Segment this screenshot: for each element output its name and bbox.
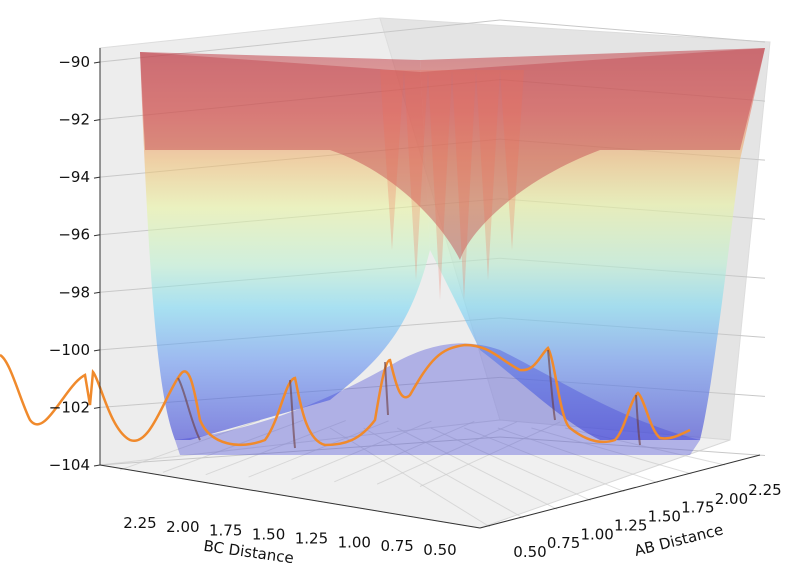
bc-grid-line — [291, 420, 432, 480]
surface-left-wing — [140, 52, 430, 440]
reaction-trajectory — [0, 343, 691, 447]
ab-grid-line — [464, 427, 625, 493]
bc-tick-label: 0.75 — [380, 537, 413, 555]
bc-tick-label: 1.50 — [252, 526, 285, 544]
ab-tick-label: 2.00 — [715, 490, 748, 508]
bc-grid-line — [119, 419, 261, 471]
z-tick-label: −92 — [58, 111, 90, 129]
z-tick-mark — [93, 61, 101, 64]
z-tick-mark — [93, 349, 101, 352]
energy-surface — [140, 48, 765, 455]
z-axis-ticks: −90 −92 −94 −96 −98 −100 −102 −104 — [49, 53, 101, 474]
ab-grid-line — [531, 427, 692, 475]
ab-grid-line — [497, 427, 659, 484]
z-tick-mark — [93, 406, 101, 409]
surface-right-wing — [420, 48, 765, 440]
bc-tick-label: 2.25 — [123, 514, 156, 532]
z-tick-mark — [93, 291, 101, 294]
z-tick-label: −98 — [58, 283, 90, 301]
surface-top-sheet — [140, 48, 765, 260]
z-tick-label: −94 — [58, 168, 90, 186]
ab-tick-label: 1.50 — [648, 508, 681, 526]
bc-axis-ticks: 2.25 2.00 1.75 1.50 1.25 1.00 0.75 0.50 — [123, 514, 456, 559]
z-tick-mark — [93, 176, 101, 179]
ab-grid-line — [430, 427, 591, 501]
z-tick-mark — [93, 119, 101, 122]
bc-grid-line — [419, 421, 561, 487]
ab-tick-label: 0.75 — [547, 534, 580, 552]
bc-tick-label: 1.25 — [295, 529, 328, 547]
bc-tick-label: 2.00 — [166, 518, 199, 536]
ab-grid-line — [329, 427, 491, 528]
z-tick-label: −100 — [49, 341, 90, 359]
ab-axis-ticks: 0.50 0.75 1.00 1.25 1.50 1.75 2.00 2.25 — [513, 481, 781, 561]
z-grid-line — [99, 436, 501, 466]
ab-tick-label: 1.75 — [681, 499, 714, 517]
z-tick-mark — [93, 234, 101, 237]
z-grid-line-right — [499, 19, 766, 43]
bc-tick-label: 1.75 — [209, 522, 242, 540]
ab-tick-label: 0.50 — [513, 543, 546, 561]
ab-grid-line — [396, 427, 558, 510]
bc-grid-line — [205, 420, 346, 476]
bc-tick-label: 1.00 — [338, 533, 371, 551]
ab-tick-label: 1.00 — [580, 525, 613, 543]
z-tick-label: −104 — [49, 456, 90, 474]
trajectory-shadow — [177, 349, 641, 449]
z-tick-label: −90 — [58, 53, 90, 71]
bc-grid-line — [162, 419, 304, 473]
surface-center-spikes — [380, 70, 524, 300]
z-tick-label: −102 — [49, 398, 90, 416]
ab-tick-label: 1.25 — [614, 516, 647, 534]
ab-axis-line — [479, 454, 761, 529]
ab-tick-label: 2.25 — [748, 481, 781, 499]
z-tick-mark — [93, 464, 101, 467]
bc-grid-line — [334, 420, 475, 483]
z-tick-label: −96 — [58, 226, 90, 244]
ab-grid-line — [363, 427, 524, 519]
bc-axis-line — [99, 464, 481, 529]
z-grid-line-right — [499, 436, 766, 456]
bc-tick-label: 0.50 — [423, 541, 456, 559]
